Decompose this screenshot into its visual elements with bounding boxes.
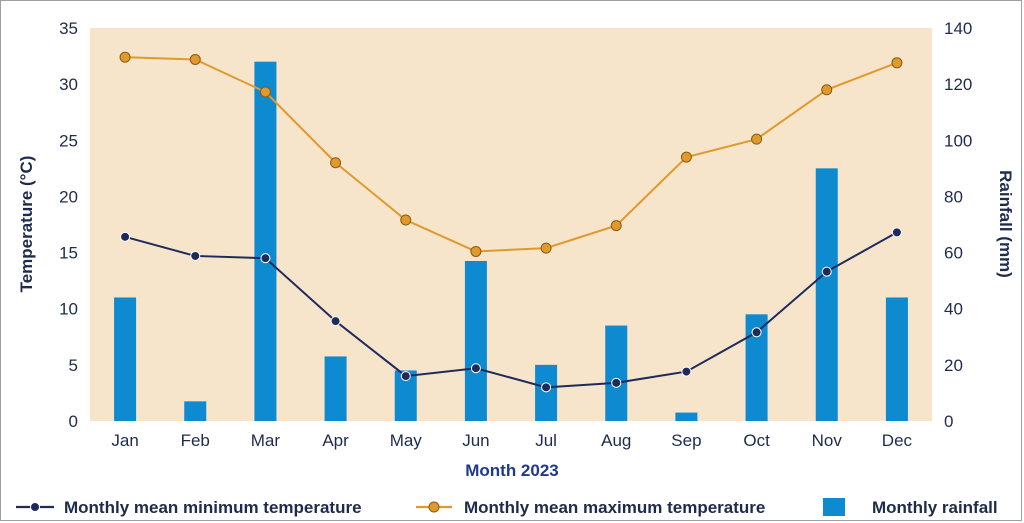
y-right-tick-label: 140: [944, 19, 972, 38]
rain-bar-feb: [184, 401, 207, 421]
legend-item-max: Monthly mean maximum temperature: [416, 498, 765, 517]
x-tick-label-may: May: [390, 431, 423, 450]
legend-marker-min: [30, 502, 40, 512]
y-left-tick-label: 30: [59, 75, 78, 94]
legend-marker-max: [428, 501, 440, 513]
rain-bar-jun: [464, 260, 487, 421]
y-left-tick-label: 20: [59, 187, 78, 206]
point-max-nov: [821, 84, 833, 96]
point-max-may: [400, 214, 412, 226]
y-right-tick-label: 0: [944, 412, 953, 431]
y-right-tick-label: 80: [944, 187, 963, 206]
point-min-jun: [470, 363, 481, 374]
point-min-mar: [260, 253, 271, 264]
point-max-mar: [259, 86, 271, 98]
rain-bar-jan: [114, 297, 137, 421]
x-axis-title: Month 2023: [465, 461, 559, 480]
line-max-temperature: [125, 56, 898, 253]
y-right-tick-label: 20: [944, 356, 963, 375]
point-min-jan: [120, 231, 131, 242]
point-max-aug: [610, 220, 622, 232]
x-tick-label-apr: Apr: [322, 431, 349, 450]
y-left-tick-label: 10: [59, 300, 78, 319]
point-min-aug: [611, 377, 622, 388]
point-max-oct: [751, 133, 763, 145]
rain-bar-nov: [815, 168, 838, 421]
legend-item-min: Monthly mean minimum temperature: [16, 498, 362, 517]
legend-swatch-rain: [823, 498, 845, 516]
y-axis-left-title: Temperature (°C): [17, 156, 36, 293]
legend-label-min: Monthly mean minimum temperature: [64, 498, 362, 517]
point-max-jul: [540, 242, 552, 254]
point-min-dec: [891, 227, 902, 238]
x-tick-label-aug: Aug: [601, 431, 631, 450]
rain-bar-may: [394, 370, 417, 421]
point-max-dec: [891, 57, 903, 69]
legend-label-rain: Monthly rainfall: [872, 498, 998, 517]
point-min-oct: [751, 327, 762, 338]
line-min-temperature: [124, 231, 898, 389]
plot-area: [90, 28, 932, 421]
point-min-jul: [541, 382, 552, 393]
rain-bar-jul: [535, 364, 558, 421]
y-left-tick-label: 25: [59, 131, 78, 150]
y-left-tick-label: 0: [69, 412, 78, 431]
point-max-jan: [119, 51, 131, 63]
rain-bar-dec: [885, 297, 908, 421]
x-tick-label-jan: Jan: [111, 431, 138, 450]
legend-item-rain: Monthly rainfall: [823, 498, 998, 517]
x-tick-label-feb: Feb: [181, 431, 210, 450]
point-max-jun: [470, 245, 482, 257]
point-max-apr: [330, 157, 342, 169]
y-axis-right-title: Rainfall (mm): [996, 170, 1015, 278]
x-tick-label-nov: Nov: [812, 431, 843, 450]
y-right-tick-label: 120: [944, 75, 972, 94]
x-tick-label-dec: Dec: [882, 431, 913, 450]
x-tick-label-mar: Mar: [251, 431, 281, 450]
point-min-may: [400, 371, 411, 382]
legend-label-max: Monthly mean maximum temperature: [464, 498, 765, 517]
x-tick-label-jun: Jun: [462, 431, 489, 450]
legend: Monthly mean minimum temperature Monthly…: [16, 498, 998, 517]
rain-bar-aug: [605, 325, 628, 421]
y-left-tick-label: 5: [69, 356, 78, 375]
y-left-tick-label: 35: [59, 19, 78, 38]
point-min-apr: [330, 316, 341, 327]
y-right-tick-label: 60: [944, 244, 963, 263]
point-min-nov: [821, 266, 832, 277]
rain-bar-mar: [254, 61, 277, 421]
point-max-sep: [680, 151, 692, 163]
point-min-sep: [681, 366, 692, 377]
rain-bar-oct: [745, 314, 768, 421]
rain-bar-sep: [675, 412, 698, 421]
x-tick-label-jul: Jul: [535, 431, 557, 450]
rain-bar-apr: [324, 356, 347, 421]
y-right-tick-label: 100: [944, 131, 972, 150]
point-min-feb: [190, 250, 201, 261]
point-max-feb: [189, 53, 201, 65]
x-tick-label-oct: Oct: [743, 431, 770, 450]
x-tick-label-sep: Sep: [671, 431, 701, 450]
y-left-tick-label: 15: [59, 244, 78, 263]
y-right-tick-label: 40: [944, 300, 963, 319]
